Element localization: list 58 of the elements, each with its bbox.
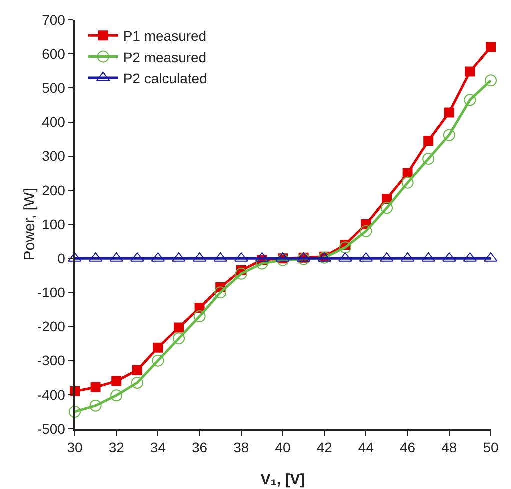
- point: [339, 242, 352, 254]
- legend-label: P2 measured: [123, 49, 207, 66]
- x-axis-title: V₁, [V]: [260, 472, 306, 488]
- y-tick-label: 500: [42, 80, 66, 96]
- y-tick-label: -500: [37, 420, 66, 437]
- point: [444, 108, 454, 118]
- point: [464, 94, 476, 106]
- x-tick-label: 40: [275, 440, 291, 456]
- x-tick-label: 34: [150, 440, 166, 456]
- point: [465, 66, 476, 77]
- point: [235, 268, 248, 280]
- point: [422, 153, 435, 166]
- y-tick-label: -400: [37, 386, 66, 403]
- y-tick-label: 300: [42, 148, 66, 164]
- y-tick-label: 0: [58, 250, 66, 266]
- point: [381, 202, 393, 214]
- point: [277, 254, 289, 266]
- y-tick-label: 200: [42, 182, 66, 198]
- y-axis-title: Power, [W]: [22, 188, 38, 261]
- y-tick-label: -200: [37, 318, 66, 335]
- point: [90, 400, 102, 412]
- y-tick-label: -100: [37, 284, 66, 301]
- x-tick-label: 36: [192, 440, 208, 456]
- point: [90, 382, 101, 392]
- legend-label: P1 measured: [123, 28, 207, 44]
- point: [214, 286, 227, 299]
- point: [173, 332, 185, 345]
- point: [110, 390, 123, 402]
- point: [402, 168, 413, 178]
- y-tick-label: 600: [42, 46, 66, 62]
- y-tick-label: 400: [42, 114, 66, 130]
- point: [153, 342, 164, 353]
- point: [152, 354, 164, 367]
- x-tick-label: 50: [483, 440, 499, 456]
- x-tick-label: 48: [442, 440, 458, 456]
- x-tick-label: 46: [400, 440, 416, 456]
- point: [298, 253, 310, 266]
- y-tick-label: 700: [42, 12, 66, 28]
- legend-label: P2 calculated: [123, 70, 208, 86]
- x-tick-label: 30: [67, 440, 83, 456]
- x-tick-label: 32: [108, 440, 125, 456]
- point: [424, 136, 434, 146]
- y-tick-label: -300: [37, 352, 66, 369]
- point: [360, 225, 372, 238]
- point: [112, 376, 122, 386]
- point: [402, 176, 414, 189]
- point: [486, 42, 496, 52]
- x-tick-label: 44: [358, 440, 374, 456]
- point: [194, 310, 206, 323]
- y-tick-label: 100: [42, 216, 66, 232]
- point: [485, 74, 497, 87]
- point: [132, 365, 142, 376]
- x-tick-label: 38: [234, 440, 250, 456]
- x-tick-label: 42: [316, 440, 333, 456]
- point: [131, 376, 144, 389]
- point: [174, 322, 184, 333]
- point: [443, 129, 456, 142]
- point: [69, 406, 81, 418]
